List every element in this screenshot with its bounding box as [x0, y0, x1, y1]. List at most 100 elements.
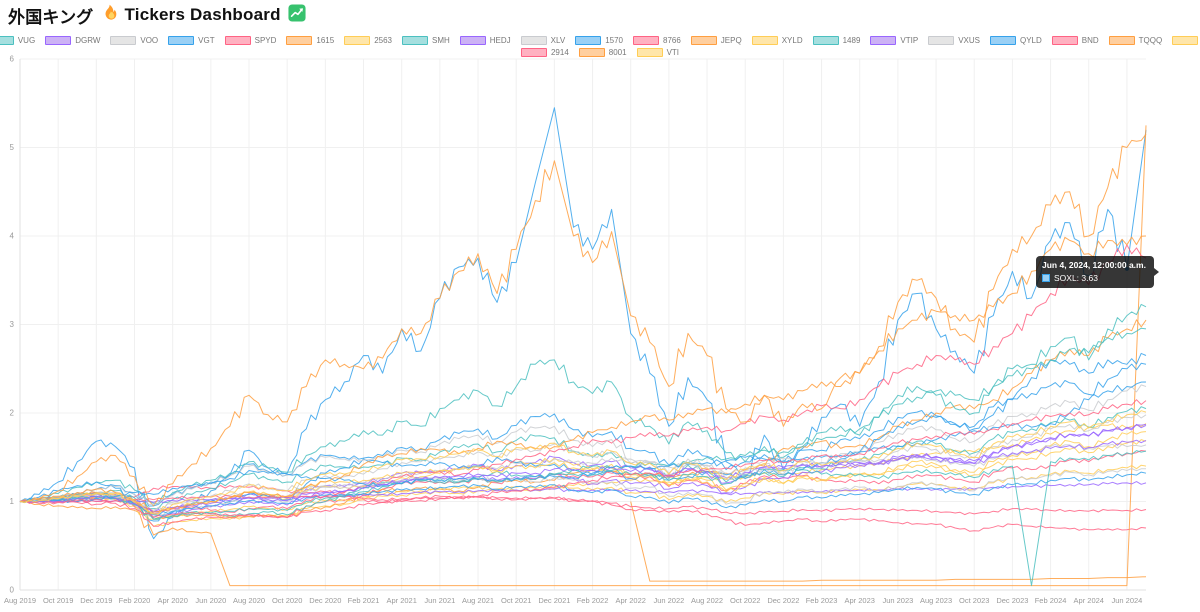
legend-item-SPYD[interactable]: SPYD: [224, 36, 277, 45]
legend-item-8001[interactable]: 8001: [578, 48, 627, 57]
svg-text:Dec 2019: Dec 2019: [80, 596, 112, 605]
legend-item-HEDJ[interactable]: HEDJ: [459, 36, 511, 45]
y-axis-labels: 0 1 2 3 4 5 6: [10, 55, 15, 595]
legend-item-VOO[interactable]: VOO: [110, 36, 158, 45]
svg-text:Dec 2020: Dec 2020: [309, 596, 341, 605]
legend-item-QYLD[interactable]: QYLD: [989, 36, 1042, 45]
legend-label: XLV: [550, 36, 566, 45]
flame-icon: [101, 3, 118, 27]
svg-text:Oct 2023: Oct 2023: [959, 596, 989, 605]
svg-text:Dec 2023: Dec 2023: [996, 596, 1028, 605]
chart-increasing-icon: [288, 3, 306, 27]
legend-item-1570[interactable]: 1570: [575, 36, 623, 45]
legend-swatch: [168, 36, 195, 45]
legend-swatch: [224, 36, 251, 45]
series-line-VGT: [19, 362, 1147, 507]
series-line-TQQQ: [19, 133, 1147, 507]
legend-swatch: [0, 36, 14, 45]
svg-text:Apr 2020: Apr 2020: [157, 596, 187, 605]
legend-label: VXUS: [958, 36, 980, 45]
legend-item-VTIP[interactable]: VTIP: [870, 36, 918, 45]
series-line-QYLD: [19, 471, 1147, 516]
legend-item-VTI[interactable]: VTI: [636, 48, 679, 57]
legend-swatch: [520, 48, 547, 57]
legend-label: VGT: [198, 36, 215, 45]
legend-item-1489[interactable]: 1489: [812, 36, 861, 45]
series-line-TLT: [19, 485, 1147, 532]
legend-label: VUG: [17, 36, 36, 45]
legend-item-XLV[interactable]: XLV: [520, 36, 566, 45]
svg-text:Apr 2024: Apr 2024: [1074, 596, 1104, 605]
legend-item-2563[interactable]: 2563: [344, 36, 392, 45]
legend-label: 1570: [605, 36, 623, 45]
legend-label: VTIP: [900, 36, 919, 45]
page-title-jp: 外国キング: [8, 7, 94, 27]
page-header: 外国キング Tickers Dashboard: [8, 2, 306, 28]
legend-swatch: [989, 36, 1016, 45]
svg-text:3: 3: [10, 320, 15, 329]
svg-text:Apr 2023: Apr 2023: [845, 596, 875, 605]
x-axis-labels: Aug 2019 Oct 2019 Dec 2019 Feb 2020 Apr 2020…: [4, 596, 1142, 605]
svg-text:Dec 2022: Dec 2022: [767, 596, 799, 605]
legend-label: 1489: [842, 36, 861, 45]
legend-item-VGT[interactable]: VGT: [168, 36, 215, 45]
legend-item-BND[interactable]: BND: [1051, 36, 1099, 45]
legend-swatch: [45, 36, 72, 45]
series-line-8001: [19, 235, 1147, 513]
series-line-JEPQ: [630, 501, 1147, 582]
svg-text:6: 6: [10, 55, 15, 64]
legend-swatch: [633, 36, 659, 45]
legend-label: BND: [1081, 36, 1099, 45]
legend-label: QYLD: [1019, 36, 1042, 45]
page-title-en: Tickers Dashboard: [124, 5, 281, 24]
legend-item-VXUS[interactable]: VXUS: [928, 36, 980, 45]
legend-swatch: [402, 36, 428, 45]
svg-text:Feb 2020: Feb 2020: [119, 596, 151, 605]
series-line-SPYD: [19, 450, 1147, 527]
legend-label: 2563: [374, 36, 392, 45]
legend-swatch: [812, 36, 839, 45]
svg-text:4: 4: [10, 232, 15, 241]
svg-text:Oct 2022: Oct 2022: [730, 596, 760, 605]
legend-label: SMH: [432, 36, 450, 45]
svg-text:Oct 2021: Oct 2021: [501, 596, 531, 605]
legend-swatch: [690, 36, 717, 45]
legend-item-8766[interactable]: 8766: [633, 36, 681, 45]
legend-swatch: [1108, 36, 1135, 45]
legend-item-VUG[interactable]: VUG: [0, 36, 35, 45]
svg-text:Oct 2019: Oct 2019: [43, 596, 73, 605]
svg-text:Feb 2022: Feb 2022: [577, 596, 609, 605]
legend-label: 2914: [550, 48, 569, 57]
legend-label: XYLD: [781, 36, 803, 45]
legend-item-VT[interactable]: VT: [1172, 36, 1200, 45]
legend-label: SPYD: [254, 36, 277, 45]
series-line-2036: [19, 125, 1147, 587]
legend-label: DGRW: [75, 36, 101, 45]
legend-item-1615[interactable]: 1615: [286, 36, 334, 45]
svg-text:Feb 2023: Feb 2023: [806, 596, 838, 605]
legend-label: TQQQ: [1138, 36, 1163, 45]
legend-item-XYLD[interactable]: XYLD: [751, 36, 803, 45]
legend-item-SMH[interactable]: SMH: [402, 36, 450, 45]
svg-text:Feb 2024: Feb 2024: [1035, 596, 1067, 605]
series-line-1540: [19, 381, 1147, 503]
legend-item-2914[interactable]: 2914: [520, 48, 569, 57]
series-line-VUG: [19, 406, 1147, 510]
hover-point: [1123, 265, 1131, 272]
svg-text:Apr 2021: Apr 2021: [386, 596, 416, 605]
legend-swatch: [286, 36, 313, 45]
svg-text:Jun 2021: Jun 2021: [424, 596, 455, 605]
legend-swatch: [636, 48, 663, 57]
legend-item-TQQQ[interactable]: TQQQ: [1108, 36, 1163, 45]
series-line-JEPI: [19, 439, 1147, 513]
legend-label: 8001: [608, 48, 627, 57]
legend-item-JEPQ[interactable]: JEPQ: [690, 36, 742, 45]
legend-swatch: [928, 36, 955, 45]
series-line-2564: [19, 423, 1147, 527]
svg-text:Jun 2020: Jun 2020: [195, 596, 226, 605]
legend-swatch: [1051, 36, 1078, 45]
legend-item-DGRW[interactable]: DGRW: [45, 36, 100, 45]
legend-swatch: [870, 36, 897, 45]
